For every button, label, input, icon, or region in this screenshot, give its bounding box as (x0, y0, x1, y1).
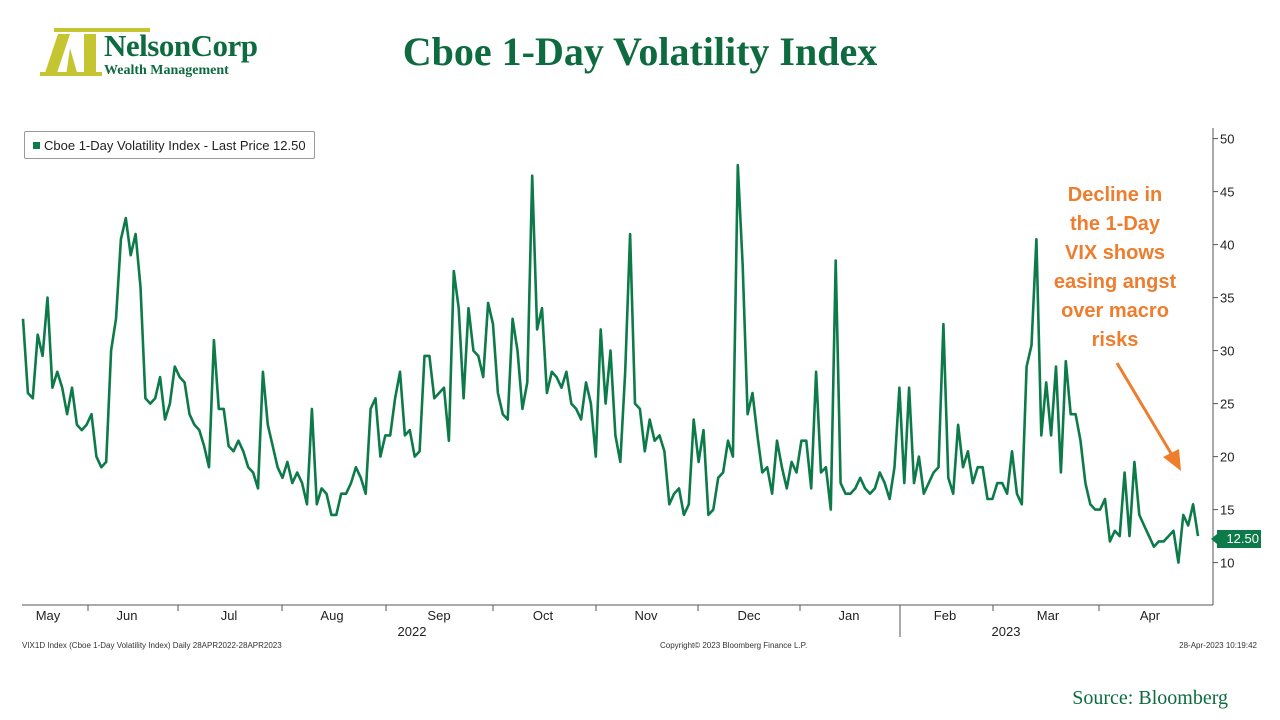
y-axis-ticks: 10 15 20 25 30 35 40 45 50 (1213, 132, 1234, 571)
chart-axes (22, 128, 1214, 637)
chart-legend: Cboe 1-Day Volatility Index - Last Price… (24, 131, 315, 159)
legend-swatch (33, 141, 40, 149)
x-month-label: Mar (1037, 608, 1060, 623)
footer-right: 28-Apr-2023 10:19:42 (1179, 641, 1257, 650)
annotation-line: the 1-Day (1069, 213, 1161, 235)
y-tick-label: 30 (1220, 344, 1234, 359)
annotation-line: VIX shows (1064, 242, 1166, 264)
x-month-label: Oct (533, 608, 554, 623)
x-month-label: Apr (1140, 608, 1161, 623)
footer-center: Copyright© 2023 Bloomberg Finance L.P. (660, 641, 808, 650)
x-month-label: Dec (737, 608, 761, 623)
chart-title: Cboe 1-Day Volatility Index (402, 29, 878, 74)
annotation-line: Decline in (1067, 184, 1163, 206)
x-month-label: Sep (427, 608, 450, 623)
y-tick-label: 15 (1220, 503, 1234, 518)
y-tick-label: 25 (1220, 397, 1234, 412)
chart-annotation: Decline in the 1-Day VIX shows easing an… (1040, 181, 1190, 355)
x-month-label: Jul (221, 608, 238, 623)
x-month-label: May (36, 608, 61, 623)
y-tick-label: 50 (1220, 132, 1234, 147)
x-axis-labels: May Jun Jul Aug Sep Oct Nov Dec Jan Feb Mar Apr 2022… (36, 608, 1161, 639)
y-tick-label: 35 (1220, 291, 1234, 306)
y-tick-label: 40 (1220, 238, 1234, 253)
annotation-arrow-shaft (1115, 362, 1174, 456)
last-price-tag: 12.50 (1211, 530, 1261, 548)
x-month-label: Nov (634, 608, 658, 623)
logo-name: NelsonCorp (104, 28, 258, 63)
company-logo (40, 26, 250, 82)
logo-subtitle: Wealth Management (104, 63, 229, 78)
series-line-volatility (21, 163, 1200, 564)
x-month-label: Jun (117, 608, 138, 623)
x-month-label: Aug (320, 608, 343, 623)
x-month-label: Feb (934, 608, 956, 623)
source-note: Source: Bloomberg (1072, 687, 1228, 709)
annotation-line: over macro (1061, 300, 1169, 322)
footer-left: VIX1D Index (Cboe 1-Day Volatility Index… (22, 641, 282, 650)
y-tick-label: 45 (1220, 185, 1234, 200)
x-month-label: Jan (839, 608, 860, 623)
annotation-arrow-icon (1115, 362, 1181, 471)
annotation-line: easing angst (1053, 271, 1177, 293)
annotation-line: risks (1091, 329, 1139, 351)
x-year-label: 2023 (992, 624, 1021, 639)
x-year-label: 2022 (398, 624, 427, 639)
annotation-arrow-head (1163, 449, 1181, 471)
y-tick-label: 20 (1220, 450, 1234, 465)
legend-label: Cboe 1-Day Volatility Index - Last Price… (44, 137, 306, 153)
y-tick-label: 10 (1220, 556, 1234, 571)
series-layer (21, 163, 1200, 564)
